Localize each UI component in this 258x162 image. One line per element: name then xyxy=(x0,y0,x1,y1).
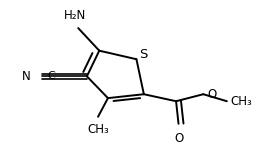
Text: O: O xyxy=(207,88,216,101)
Text: N: N xyxy=(22,70,31,83)
Text: C: C xyxy=(47,71,55,81)
Text: O: O xyxy=(174,132,183,145)
Text: H₂N: H₂N xyxy=(63,9,86,22)
Text: CH₃: CH₃ xyxy=(87,123,109,136)
Text: S: S xyxy=(139,48,148,61)
Text: CH₃: CH₃ xyxy=(231,95,252,108)
